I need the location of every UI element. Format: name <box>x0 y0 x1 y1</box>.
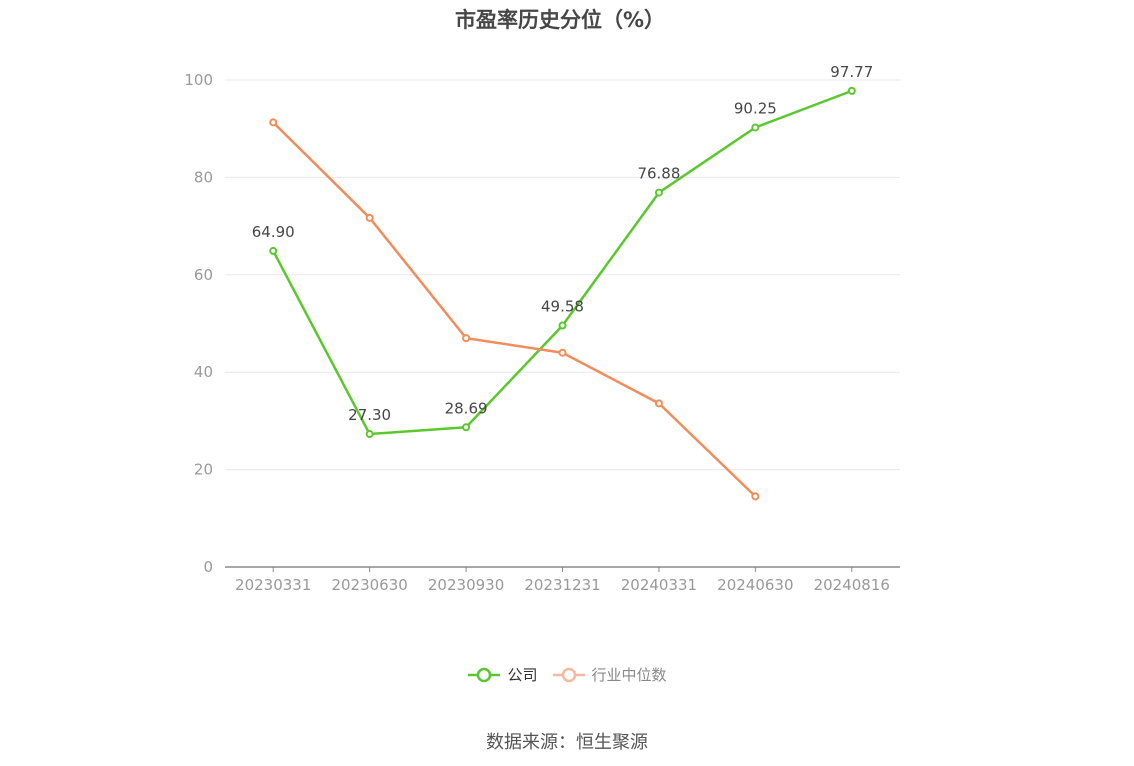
series-points <box>269 86 856 501</box>
data-point[interactable] <box>558 321 567 330</box>
data-point[interactable] <box>558 348 567 357</box>
data-point[interactable] <box>847 86 856 95</box>
data-label: 97.77 <box>830 63 873 81</box>
gridlines <box>225 79 900 471</box>
data-label: 27.30 <box>348 406 391 424</box>
y-tick-label: 40 <box>194 363 213 381</box>
legend: 公司 行业中位数 <box>0 664 1134 685</box>
x-tick-label: 20230930 <box>428 576 504 594</box>
x-axis-ticks: 20230331 20230630 20230930 20231231 20240331… <box>235 576 890 594</box>
data-point[interactable] <box>751 123 760 132</box>
chart-title: 市盈率历史分位（%） <box>454 8 666 32</box>
legend-marker-icon <box>552 667 585 682</box>
x-tick-label: 20240816 <box>814 576 890 594</box>
legend-label: 行业中位数 <box>591 666 667 684</box>
y-tick-label: 100 <box>184 71 213 89</box>
y-tick-label: 60 <box>194 266 213 284</box>
x-axis <box>225 566 900 572</box>
y-tick-label: 0 <box>203 558 213 576</box>
data-label: 49.58 <box>541 298 584 316</box>
data-point[interactable] <box>365 430 374 439</box>
legend-item[interactable]: 行业中位数 <box>552 664 667 685</box>
data-point[interactable] <box>751 492 760 501</box>
source-note: 数据来源：恒生聚源 <box>486 732 648 753</box>
legend-marker-icon <box>468 667 501 682</box>
data-label: 28.69 <box>445 399 488 417</box>
data-point[interactable] <box>462 423 471 432</box>
series-lines <box>272 89 853 498</box>
x-tick-label: 20240630 <box>717 576 793 594</box>
y-tick-label: 80 <box>194 168 213 186</box>
data-point[interactable] <box>654 188 663 197</box>
data-label: 64.90 <box>252 223 295 241</box>
series-line-0 <box>272 89 853 436</box>
data-point[interactable] <box>365 213 374 222</box>
series-line-1 <box>272 121 757 498</box>
y-tick-label: 20 <box>194 461 213 479</box>
data-label: 90.25 <box>734 99 777 117</box>
data-point[interactable] <box>269 118 278 127</box>
data-labels: 64.90 27.30 28.69 49.58 76.88 90.25 97.77 <box>252 63 874 424</box>
y-axis-ticks: 0 20 40 60 80 100 <box>184 71 213 576</box>
x-tick-label: 20230331 <box>235 576 311 594</box>
x-tick-label: 20230630 <box>331 576 407 594</box>
legend-item[interactable]: 公司 <box>467 664 538 685</box>
x-tick-label: 20231231 <box>524 576 600 594</box>
legend-label: 公司 <box>507 666 538 684</box>
data-point[interactable] <box>654 399 663 408</box>
x-tick-label: 20240331 <box>621 576 697 594</box>
data-point[interactable] <box>269 246 278 255</box>
data-point[interactable] <box>462 334 471 343</box>
data-label: 76.88 <box>637 165 680 183</box>
